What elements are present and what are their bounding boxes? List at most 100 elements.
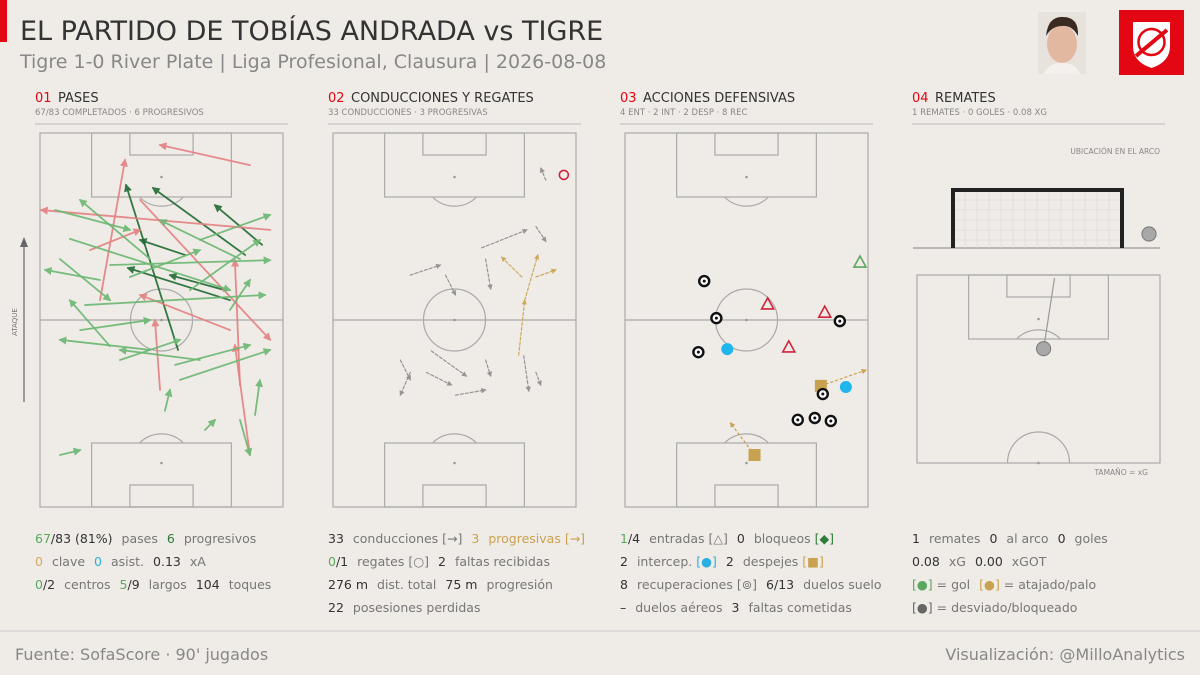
- recovery-dot: [838, 319, 842, 323]
- stat-text: remates: [929, 531, 981, 546]
- stat-line: 1 remates 0 al arco 0 goles: [912, 531, 1108, 546]
- stat-text: /83 (81%): [51, 531, 113, 546]
- goal-view-ball: [1141, 226, 1157, 242]
- stat-text: duelos suelo: [803, 577, 881, 592]
- shirt: [1044, 63, 1080, 74]
- pass-arrow: [138, 238, 186, 256]
- pass-arrow: [54, 209, 132, 233]
- stat-text: /4: [628, 531, 640, 546]
- stat-text: [●]: [979, 577, 1000, 592]
- attack-indicator: ATAQUE: [11, 237, 28, 402]
- stat-line: 0/2 centros 5/9 largos 104 toques: [35, 577, 271, 592]
- pass-arrow: [79, 316, 152, 331]
- stat-text: 0: [1058, 531, 1066, 546]
- stat-line: [●] = gol [●] = atajado/palo: [912, 577, 1096, 592]
- pass-arrow: [58, 336, 151, 351]
- stat-line: 22 posesiones perdidas: [328, 600, 480, 615]
- pitch-spot: [160, 318, 163, 322]
- goal-view-label: UBICACIÓN EN EL ARCO: [1070, 147, 1160, 156]
- six-yard-box: [1006, 274, 1071, 298]
- stat-text: faltas cometidas: [748, 600, 851, 615]
- stat-text: toques: [229, 577, 272, 592]
- six-yard-box: [129, 484, 194, 508]
- stat-text: [●]: [912, 600, 933, 615]
- pass-arrow: [174, 342, 252, 366]
- stat-text: 1: [912, 531, 920, 546]
- pass-arrow: [109, 256, 272, 266]
- stat-line: 276 m dist. total 75 m progresión: [328, 577, 553, 592]
- pitch-spot: [160, 461, 163, 465]
- stat-text: xA: [190, 554, 206, 569]
- stat-text: 33: [328, 531, 344, 546]
- carry-arrow: [481, 228, 528, 249]
- stat-text: [■]: [802, 554, 824, 569]
- stat-text: 0: [35, 554, 43, 569]
- stat-text: 0: [328, 554, 336, 569]
- recovery-dot: [829, 419, 833, 423]
- pass-arrow: [158, 142, 251, 167]
- stat-text: asist.: [111, 554, 144, 569]
- carry-arrow: [399, 371, 411, 397]
- stat-text: largos: [149, 577, 187, 592]
- stat-text: 8: [620, 577, 628, 592]
- carry-arrow: [535, 371, 542, 387]
- crest-ring: [1137, 27, 1166, 57]
- stat-line: 0 clave 0 asist. 0.13 xA: [35, 554, 206, 569]
- pass-arrow: [164, 388, 173, 412]
- stat-line: 1/4 entradas [△] 0 bloqueos [◆]: [620, 531, 834, 546]
- six-yard-box: [129, 132, 194, 156]
- pass-arrow: [43, 267, 101, 281]
- carry-arrow: [485, 359, 492, 378]
- stat-text: despejes: [743, 554, 802, 569]
- pass-arrow: [68, 298, 111, 348]
- stat-text: 5: [120, 577, 128, 592]
- pass-arrow: [254, 378, 264, 416]
- pass-arrow: [231, 343, 251, 456]
- stat-text: 75 m: [445, 577, 477, 592]
- stat-text: 0: [737, 531, 745, 546]
- stat-text: /2: [43, 577, 55, 592]
- pitch-spot: [745, 461, 748, 465]
- tackle-marker: [760, 296, 775, 310]
- attack-arrowhead: [20, 237, 28, 247]
- pass-arrow: [231, 258, 241, 386]
- penalty-arc: [139, 196, 184, 207]
- carry-arrow: [430, 350, 468, 377]
- shot-marker: [1036, 341, 1052, 357]
- stat-text: 2: [438, 554, 446, 569]
- carry-arrow: [535, 268, 557, 278]
- stat-text: –: [620, 600, 626, 615]
- club-crest: [1119, 10, 1184, 75]
- dribble-marker: [558, 169, 570, 181]
- pass-arrow: [78, 198, 151, 260]
- stat-text: 104: [196, 577, 220, 592]
- pass-arrow: [124, 183, 179, 351]
- tackle-marker: [781, 339, 797, 353]
- recovery-dot: [796, 418, 800, 422]
- pass-arrow: [59, 447, 82, 456]
- stat-text: pases: [122, 531, 158, 546]
- pass-arrow: [119, 338, 182, 361]
- footer-credit: Visualización: @MilloAnalytics: [945, 645, 1185, 664]
- six-yard-box: [422, 484, 487, 508]
- stat-text: 0.00: [975, 554, 1003, 569]
- stat-text: progresivas [→]: [488, 531, 585, 546]
- shot-line: [1043, 277, 1056, 349]
- stat-text: 0: [989, 531, 997, 546]
- six-yard-box: [422, 132, 487, 156]
- pitch-spot: [745, 175, 748, 179]
- penalty-arc: [432, 196, 477, 207]
- panel-number: 03: [620, 91, 637, 106]
- pitch: [39, 132, 284, 508]
- panel-title: PASES: [58, 91, 99, 106]
- footer-source: Fuente: SofaScore · 90' jugados: [15, 645, 268, 664]
- stat-text: xGOT: [1012, 554, 1047, 569]
- stat-line: – duelos aéreos 3 faltas cometidas: [620, 600, 852, 615]
- pass-arrow: [151, 187, 246, 256]
- stat-text: [●]: [912, 577, 933, 592]
- pass-arrow: [213, 204, 264, 246]
- stat-line: 2 intercep. [●] 2 despejes [■]: [620, 554, 824, 569]
- interception-marker: [839, 380, 852, 393]
- stat-text: = atajado/palo: [1000, 577, 1096, 592]
